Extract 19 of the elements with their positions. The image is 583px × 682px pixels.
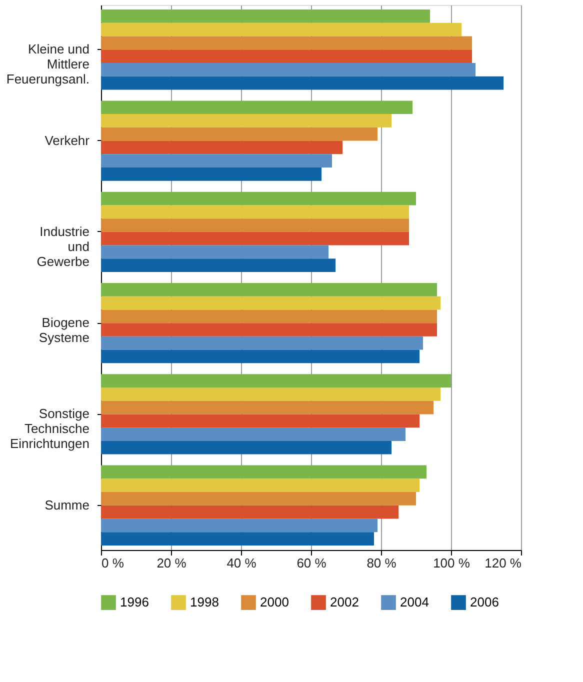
y-tick-label: Biogene Systeme — [38, 315, 90, 346]
x-tick-label: 80 % — [366, 556, 397, 570]
y-tick-label: Summe — [44, 497, 90, 512]
x-tick-label: 120 % — [484, 556, 522, 570]
y-tick-label: Verkehr — [44, 132, 90, 148]
legend-label: 1998 — [190, 594, 219, 610]
legend-label: 2004 — [400, 594, 429, 610]
y-tick-label: Kleine und Mittlere Feuerungsanl. — [6, 42, 90, 87]
x-tick-label: 100 % — [433, 556, 470, 570]
legend-label: 2000 — [260, 594, 289, 610]
legend-label: 2002 — [330, 594, 359, 610]
x-tick-label: 40 % — [226, 556, 257, 570]
y-tick-label: Sonstige Technische Einrichtungen — [10, 406, 90, 452]
x-tick-label: 20 % — [156, 556, 187, 570]
legend-label: 1996 — [120, 594, 149, 610]
x-tick-label: 0 % — [102, 556, 124, 570]
x-tick-label: 60 % — [296, 556, 327, 570]
y-tick-label: Industrie und Gewerbe — [36, 224, 90, 269]
legend-label: 2006 — [470, 594, 499, 610]
